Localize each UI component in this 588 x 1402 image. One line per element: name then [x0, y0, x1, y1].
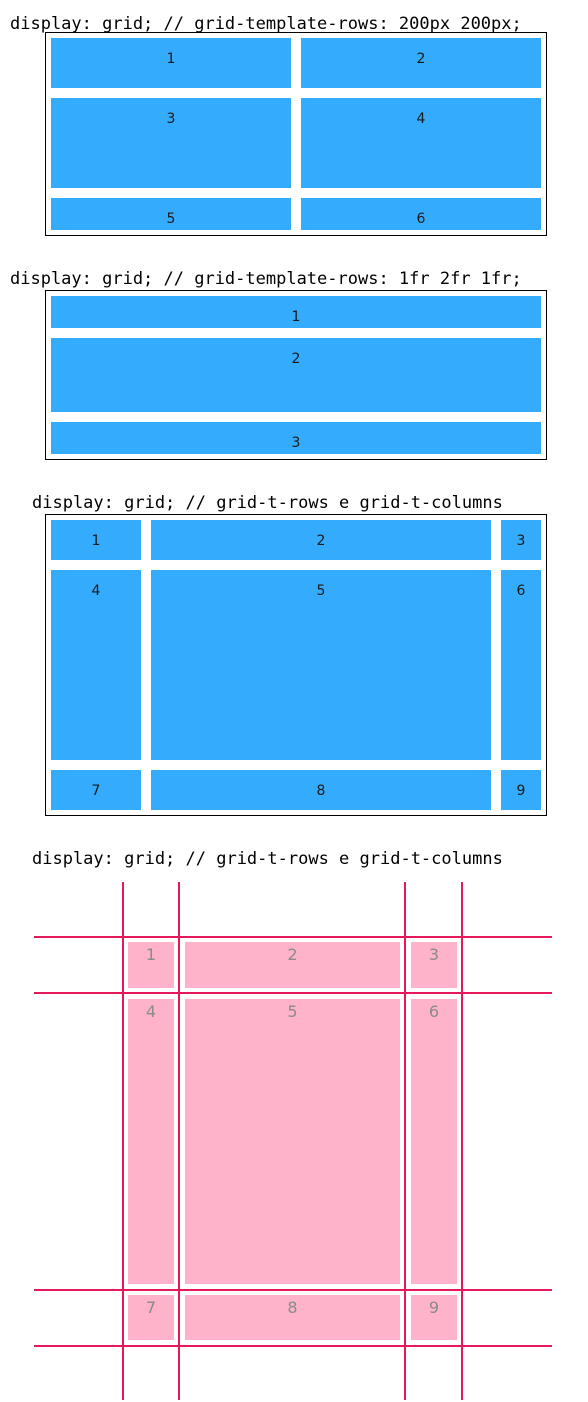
- grid-cell: 1: [51, 520, 141, 560]
- diagram2-grid-container: 1 2 3: [45, 290, 547, 460]
- grid-cell: 2: [151, 520, 491, 560]
- grid-cell: 5: [185, 999, 400, 1284]
- grid-line-horizontal: [34, 1289, 552, 1291]
- grid-cell: 9: [411, 1295, 457, 1340]
- grid-line-vertical: [122, 882, 124, 1400]
- grid-line-horizontal: [34, 1345, 552, 1347]
- diagram3-caption: display: grid; // grid-t-rows e grid-t-c…: [32, 493, 503, 513]
- grid-cell: 5: [151, 570, 491, 760]
- grid-cell: 3: [411, 942, 457, 988]
- grid-cell: 7: [128, 1295, 174, 1340]
- grid-line-horizontal: [34, 992, 552, 994]
- grid-cell: 8: [151, 770, 491, 810]
- grid-line-horizontal: [34, 936, 552, 938]
- grid-line-vertical: [461, 882, 463, 1400]
- grid-cell: 3: [501, 520, 541, 560]
- grid-cell: 4: [51, 570, 141, 760]
- diagram3-grid-container: 1 2 3 4 5 6 7 8 9: [45, 514, 547, 816]
- grid-cell: 1: [51, 38, 291, 88]
- grid-cell: 6: [501, 570, 541, 760]
- grid-cell: 1: [51, 296, 541, 328]
- grid-cell: 2: [185, 942, 400, 988]
- diagram4-caption: display: grid; // grid-t-rows e grid-t-c…: [32, 849, 503, 869]
- grid-cell: 3: [51, 98, 291, 188]
- diagram1-grid-container: 1 2 3 4 5 6: [45, 32, 547, 236]
- grid-cell: 9: [501, 770, 541, 810]
- grid-cell: 2: [301, 38, 541, 88]
- diagram1-caption: display: grid; // grid-template-rows: 20…: [10, 14, 522, 34]
- grid-cell: 4: [301, 98, 541, 188]
- grid-cell: 3: [51, 422, 541, 454]
- grid-cell: 5: [51, 198, 291, 230]
- grid-line-vertical: [404, 882, 406, 1400]
- grid-cell: 6: [301, 198, 541, 230]
- grid-cell: 7: [51, 770, 141, 810]
- grid-cell: 8: [185, 1295, 400, 1340]
- grid-line-vertical: [178, 882, 180, 1400]
- grid-cell: 6: [411, 999, 457, 1284]
- grid-cell: 2: [51, 338, 541, 412]
- diagram2-caption: display: grid; // grid-template-rows: 1f…: [10, 269, 522, 289]
- grid-cell: 4: [128, 999, 174, 1284]
- grid-cell: 1: [128, 942, 174, 988]
